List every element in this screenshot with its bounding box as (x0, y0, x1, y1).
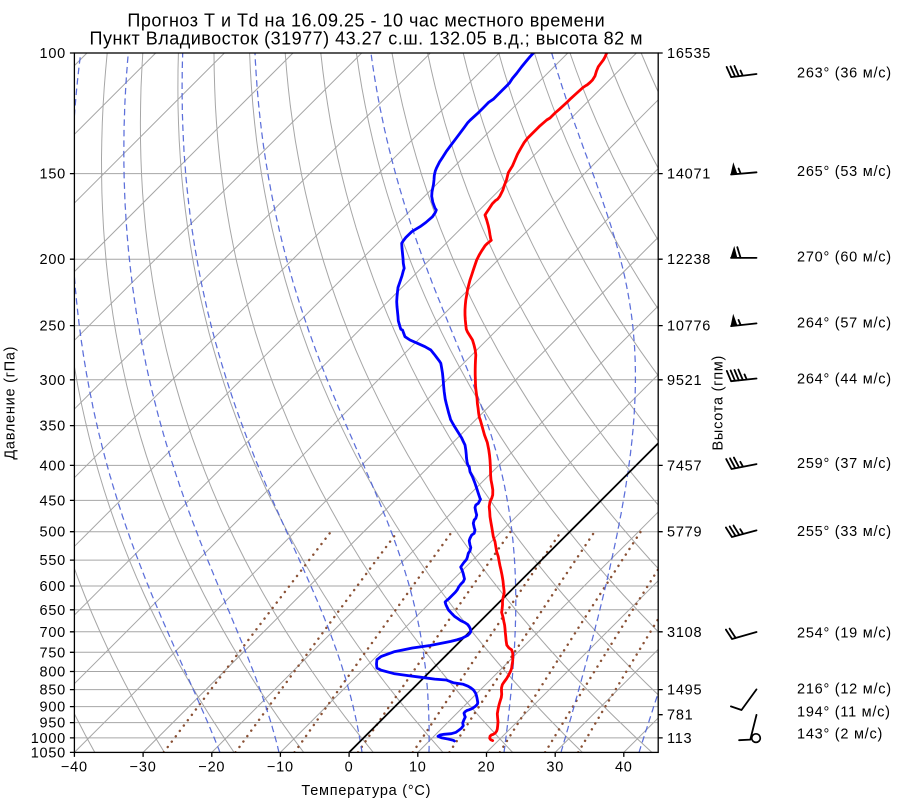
svg-text:250: 250 (40, 319, 66, 335)
svg-text:12238: 12238 (667, 252, 711, 268)
svg-text:0: 0 (345, 760, 354, 776)
svg-text:−20: −20 (198, 760, 225, 776)
svg-text:−30: −30 (130, 760, 157, 776)
svg-text:1000: 1000 (31, 731, 66, 747)
svg-text:350: 350 (40, 419, 66, 435)
svg-text:Прогноз Т и Td на 16.09.25 - 1: Прогноз Т и Td на 16.09.25 - 10 час мест… (127, 11, 605, 31)
svg-text:800: 800 (40, 665, 66, 681)
svg-text:259° (37 м/с): 259° (37 м/с) (797, 456, 892, 472)
svg-text:600: 600 (40, 579, 66, 595)
svg-text:500: 500 (40, 525, 66, 541)
svg-text:270° (60 м/с): 270° (60 м/с) (797, 250, 892, 266)
svg-text:14071: 14071 (667, 167, 711, 183)
svg-text:100: 100 (40, 46, 66, 62)
svg-text:200: 200 (40, 252, 66, 268)
svg-text:10: 10 (409, 760, 427, 776)
svg-text:400: 400 (40, 458, 66, 474)
svg-text:150: 150 (40, 167, 66, 183)
svg-text:−40: −40 (61, 760, 88, 776)
svg-text:700: 700 (40, 625, 66, 641)
svg-text:263° (36 м/с): 263° (36 м/с) (797, 66, 892, 82)
svg-text:255° (33 м/с): 255° (33 м/с) (797, 524, 892, 540)
svg-text:Давление (гПа): Давление (гПа) (3, 346, 19, 460)
svg-text:10776: 10776 (667, 319, 711, 335)
svg-text:40: 40 (615, 760, 633, 776)
svg-text:550: 550 (40, 553, 66, 569)
svg-text:Температура (°C): Температура (°C) (301, 783, 431, 799)
svg-text:5779: 5779 (667, 525, 702, 541)
svg-text:216° (12 м/с): 216° (12 м/с) (797, 682, 892, 698)
svg-text:264° (57 м/с): 264° (57 м/с) (797, 316, 892, 332)
svg-text:265° (53 м/с): 265° (53 м/с) (797, 164, 892, 180)
svg-text:143° (2 м/с): 143° (2 м/с) (797, 727, 883, 743)
svg-text:Пункт Владивосток (31977) 43.2: Пункт Владивосток (31977) 43.27 с.ш. 132… (90, 29, 644, 49)
svg-text:16535: 16535 (667, 46, 711, 62)
svg-text:7457: 7457 (667, 458, 702, 474)
svg-text:450: 450 (40, 493, 66, 509)
svg-text:9521: 9521 (667, 373, 702, 389)
svg-text:30: 30 (546, 760, 564, 776)
svg-text:Высота (гпм): Высота (гпм) (711, 355, 727, 451)
svg-text:−10: −10 (267, 760, 294, 776)
svg-text:254° (19 м/с): 254° (19 м/с) (797, 626, 892, 642)
svg-text:900: 900 (40, 700, 66, 716)
svg-text:950: 950 (40, 716, 66, 732)
svg-text:300: 300 (40, 373, 66, 389)
svg-text:20: 20 (478, 760, 496, 776)
svg-text:194° (11 м/с): 194° (11 м/с) (797, 705, 891, 721)
svg-text:1050: 1050 (31, 745, 66, 761)
svg-text:3108: 3108 (667, 625, 702, 641)
svg-text:850: 850 (40, 683, 66, 699)
svg-text:650: 650 (40, 603, 66, 619)
svg-text:113: 113 (667, 731, 692, 747)
svg-text:750: 750 (40, 645, 66, 661)
svg-text:264° (44 м/с): 264° (44 м/с) (797, 372, 892, 388)
svg-text:1495: 1495 (667, 683, 702, 699)
svg-text:781: 781 (667, 708, 693, 724)
